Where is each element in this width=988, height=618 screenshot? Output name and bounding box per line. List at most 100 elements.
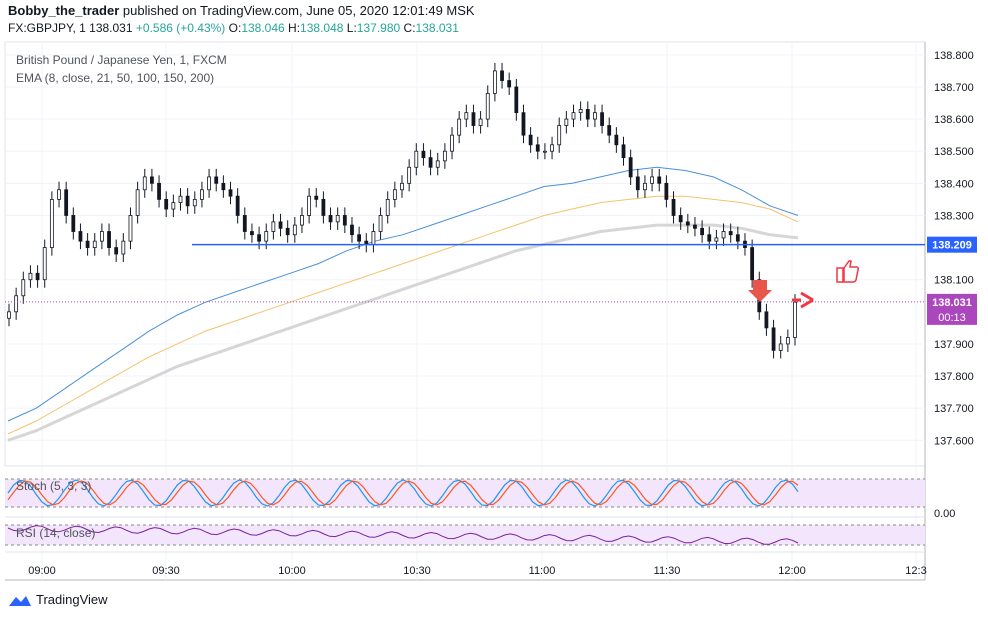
candle-body-97 — [700, 227, 705, 236]
price-tick-2: 138.600 — [934, 114, 974, 126]
ema-orange-line — [7, 195, 799, 435]
candle-body-0 — [7, 311, 11, 319]
candle-body-7 — [57, 189, 61, 200]
change-text: +0.586 (+0.43%) — [135, 21, 226, 35]
candle-body-67 — [485, 92, 490, 120]
candle-body-39 — [285, 227, 290, 236]
candle-body-21 — [157, 182, 161, 200]
candle-body-32 — [235, 195, 240, 216]
time-tick-6: 12:00 — [778, 565, 806, 577]
stoch-legend[interactable]: Stoch (5, 3, 3) — [16, 479, 92, 493]
time-tick-0: 09:00 — [28, 565, 56, 577]
candle-body-83 — [600, 112, 604, 126]
candle-body-89 — [643, 182, 647, 191]
price-tick-3: 138.500 — [934, 146, 974, 158]
candle-body-74 — [535, 144, 540, 152]
low-label: L: — [346, 21, 357, 35]
candle-body-20 — [150, 176, 154, 184]
time-tick-7: 12:3 — [905, 565, 926, 577]
brand-name: TradingView — [36, 592, 108, 607]
price-tick-7: 138.100 — [934, 275, 974, 287]
candle-body-28 — [207, 176, 211, 191]
ema-blue-line — [7, 166, 799, 422]
candle-body-44 — [321, 198, 326, 216]
candle-body-51 — [371, 231, 376, 245]
tradingview-logo[interactable]: TradingView — [8, 592, 108, 607]
candle-body-3 — [28, 272, 33, 281]
candle-body-17 — [128, 215, 133, 242]
price-tick-12: 137.600 — [934, 435, 974, 447]
high-value: 138.048 — [300, 21, 344, 35]
candle-body-2 — [21, 279, 26, 297]
candle-body-87 — [628, 157, 633, 178]
price-tick-5: 138.300 — [934, 210, 974, 222]
candle-body-85 — [614, 134, 619, 146]
candle-body-95 — [685, 221, 690, 226]
candle-body-56 — [407, 166, 412, 184]
candle-body-41 — [300, 215, 304, 226]
candle-body-102 — [735, 234, 740, 242]
candle-body-43 — [314, 195, 319, 200]
tradingview-logo-icon — [9, 595, 31, 606]
candle-body-38 — [278, 221, 283, 229]
candle-body-90 — [650, 176, 654, 184]
candle-body-14 — [107, 231, 111, 248]
time-tick-1: 09:30 — [152, 565, 180, 577]
candle-body-77 — [557, 125, 562, 146]
left-arrow-icon — [792, 291, 814, 309]
candle-body-66 — [478, 118, 483, 126]
candle-body-65 — [471, 112, 476, 126]
candle-body-29 — [214, 176, 219, 184]
candle-body-78 — [564, 118, 569, 126]
candle-body-99 — [714, 237, 719, 242]
price-tick-9: 137.900 — [934, 339, 974, 351]
candle-body-98 — [707, 234, 712, 242]
author-name[interactable]: Bobby_the_trader — [8, 3, 120, 18]
candle-body-109 — [785, 337, 790, 345]
candle-body-33 — [242, 215, 247, 232]
candle-body-81 — [585, 109, 590, 120]
candle-body-1 — [14, 295, 19, 313]
candle-body-9 — [71, 215, 76, 232]
time-tick-4: 11:00 — [529, 565, 556, 577]
candle-body-84 — [607, 125, 612, 136]
candle-body-37 — [271, 221, 276, 232]
instrument-legend[interactable]: British Pound / Japanese Yen, 1, FXCM — [16, 53, 227, 67]
candle-body-64 — [464, 112, 469, 120]
candle-body-45 — [328, 215, 333, 223]
candle-body-104 — [750, 247, 755, 281]
countdown-label: 00:13 — [938, 312, 966, 324]
candle-body-22 — [164, 198, 169, 210]
candle-body-18 — [135, 189, 140, 216]
candle-body-15 — [114, 247, 119, 255]
candle-body-63 — [457, 118, 462, 136]
candle-body-110 — [793, 301, 797, 338]
price-tick-1: 138.700 — [934, 82, 974, 94]
candle-body-88 — [635, 176, 640, 191]
symbol: FX:GBPJPY, 1 — [8, 21, 86, 35]
ohlc-bar: FX:GBPJPY, 1 138.031 +0.586 (+0.43%) O:1… — [8, 21, 459, 35]
time-tick-2: 10:00 — [278, 565, 306, 577]
publish-info: Bobby_the_trader published on TradingVie… — [8, 3, 475, 18]
candle-body-27 — [200, 189, 204, 200]
candle-body-91 — [657, 176, 662, 184]
rsi-band — [5, 525, 925, 545]
candle-body-93 — [671, 198, 676, 216]
candle-body-46 — [335, 215, 340, 223]
candle-body-69 — [500, 70, 504, 81]
price-tick-4: 138.400 — [934, 178, 974, 190]
ema-legend[interactable]: EMA (8, close, 21, 50, 100, 150, 200) — [16, 71, 215, 85]
rsi-legend[interactable]: RSI (14, close) — [16, 526, 96, 540]
ema-gray-line — [7, 223, 799, 442]
price-tick-10: 137.800 — [934, 371, 974, 383]
candle-body-80 — [578, 109, 583, 114]
candle-body-71 — [514, 86, 519, 114]
candle-body-108 — [778, 343, 783, 351]
candle-body-107 — [771, 327, 776, 351]
stoch-k-line — [7, 479, 799, 507]
candle-body-57 — [414, 150, 419, 168]
candle-body-40 — [292, 224, 297, 236]
candle-body-73 — [528, 134, 533, 146]
candle-body-47 — [342, 215, 347, 226]
